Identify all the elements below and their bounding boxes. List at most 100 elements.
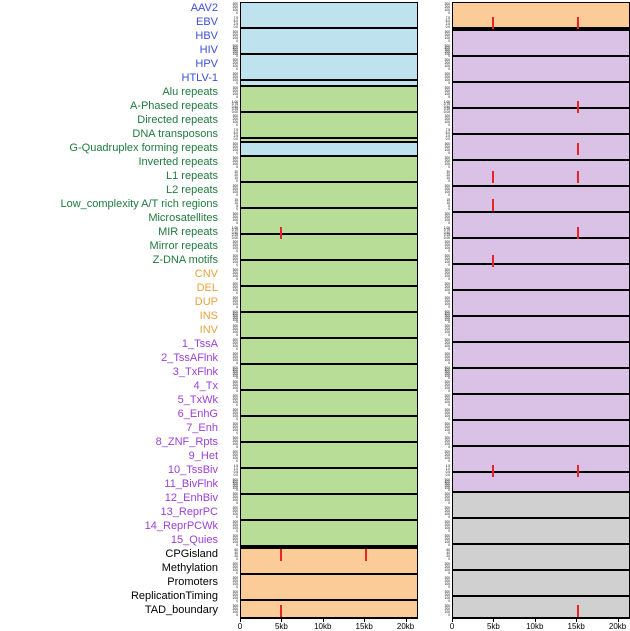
y-tick-label: 200	[444, 316, 450, 320]
y-tick-label: 200	[232, 593, 238, 597]
heatmap-panel	[452, 394, 630, 420]
heatmap-panel	[452, 544, 630, 570]
row-label: ReplicationTiming	[130, 590, 218, 602]
row-label: 15_Quies	[170, 534, 218, 546]
y-tick-label: 100	[444, 148, 450, 152]
y-tick-label: 0	[448, 81, 450, 85]
heatmap-panel	[240, 390, 418, 416]
y-tick-label: 300	[232, 576, 238, 580]
y-tick-label: 0.5	[233, 470, 238, 474]
y-tick-label: 100	[232, 218, 238, 222]
y-tick-label: 300	[444, 338, 450, 342]
y-tick-label: 200	[232, 257, 238, 261]
y-tick-label: 100	[444, 414, 450, 418]
y-tick-label: 200	[232, 383, 238, 387]
y-tick-label: 100	[232, 8, 238, 12]
y-tick-label: 0	[448, 305, 450, 309]
y-tick-label: 0	[236, 333, 238, 337]
signal-mark	[491, 465, 494, 477]
y-tick-label: 200	[232, 509, 238, 513]
y-tick-label: 400	[232, 480, 238, 484]
y-tick-label: 100	[444, 218, 450, 222]
y-tick-label: 0.0	[445, 473, 450, 477]
y-tick-label: 15	[234, 198, 238, 202]
y-tick-label: 0.75	[231, 228, 238, 233]
heatmap-panel	[452, 446, 630, 472]
y-tick-label: 100	[232, 374, 238, 378]
y-tick-label: 100	[444, 64, 450, 68]
heatmap-panel	[240, 182, 418, 208]
y-tick-label: 400	[232, 312, 238, 316]
y-tick-label: 100	[444, 442, 450, 446]
y-tick-label: 200	[232, 453, 238, 457]
row-label: 10_TssBiv	[167, 464, 218, 476]
y-tick-label: 100	[444, 428, 450, 432]
y-tick-label: 200	[444, 117, 450, 121]
y-tick-label: 300	[232, 240, 238, 244]
y-tick-label: 200	[444, 145, 450, 149]
signal-mark	[576, 17, 579, 29]
y-tick-label: 0.0	[445, 137, 450, 141]
y-tick-label: 0	[448, 95, 450, 99]
y-tick-label: 0.75	[443, 228, 450, 233]
y-tick-label: 0	[236, 501, 238, 505]
y-tick-label: 300	[232, 114, 238, 118]
y-tick-label: 500	[444, 366, 450, 370]
y-tick-label: 200	[444, 579, 450, 583]
y-tick-label: 400	[444, 46, 450, 50]
heatmap-panel	[240, 574, 418, 600]
y-tick-label: 0	[236, 193, 238, 197]
y-tick-label: 300	[444, 492, 450, 496]
heatmap-panel	[240, 600, 418, 618]
y-tick-label: 30	[446, 170, 450, 174]
y-tick-label: 0	[448, 557, 450, 561]
y-tick-label: 60	[234, 548, 238, 552]
y-tick-label: 100	[232, 428, 238, 432]
y-tick-label: 100	[232, 260, 238, 264]
y-tick-label: 100	[232, 526, 238, 530]
y-tick-label: 300	[444, 436, 450, 440]
y-tick-label: 1.00	[231, 100, 238, 104]
y-tick-label: 300	[232, 422, 238, 426]
y-tick-label: 200	[232, 159, 238, 163]
heatmap-panel	[240, 416, 418, 442]
y-tick-label: 0	[448, 431, 450, 435]
heatmap-panel	[240, 54, 418, 80]
x-tick-label: 5kb	[274, 622, 288, 631]
y-tick-label: 0	[236, 221, 238, 225]
y-tick-label: 0	[448, 151, 450, 155]
y-tick-label: 1.00	[443, 226, 450, 230]
y-tick-label: 0	[236, 95, 238, 99]
y-tick-label: 200	[232, 89, 238, 93]
y-tick-label: 5	[448, 204, 450, 208]
y-tick-label: 100	[444, 512, 450, 516]
y-tick-label: 200	[232, 537, 238, 541]
y-tick-label: 30	[234, 170, 238, 174]
signal-mark	[576, 101, 579, 113]
y-tick-label: 500	[444, 310, 450, 314]
x-tick-label: 0	[237, 622, 243, 631]
y-tick-label: 10	[234, 201, 238, 205]
y-tick-label: 300	[232, 408, 238, 412]
row-label: HIV	[199, 44, 218, 56]
y-tick-label: 200	[232, 439, 238, 443]
y-tick-label: 300	[232, 324, 238, 328]
y-tick-label: 0	[448, 571, 450, 575]
y-tick-label: 300	[444, 534, 450, 538]
y-tick-label: 100	[444, 540, 450, 544]
heatmap-panel	[452, 420, 630, 446]
y-tick-label: 200	[232, 327, 238, 331]
row-label: Low_complexity A/T rich regions	[60, 198, 218, 210]
y-tick-label: 0	[448, 361, 450, 365]
row-label: TAD_boundary	[144, 604, 218, 616]
heatmap-panel	[240, 546, 418, 548]
y-tick-label: 0.75	[231, 102, 238, 107]
signal-mark	[491, 171, 494, 183]
y-tick-label: 300	[444, 72, 450, 76]
y-tick-label: 100	[444, 358, 450, 362]
y-tick-label: 300	[232, 156, 238, 160]
y-tick-label: 200	[444, 397, 450, 401]
y-tick-label: 0.25	[443, 107, 450, 112]
heatmap-panel	[452, 30, 630, 56]
y-tick-label: 7.5	[445, 16, 450, 20]
